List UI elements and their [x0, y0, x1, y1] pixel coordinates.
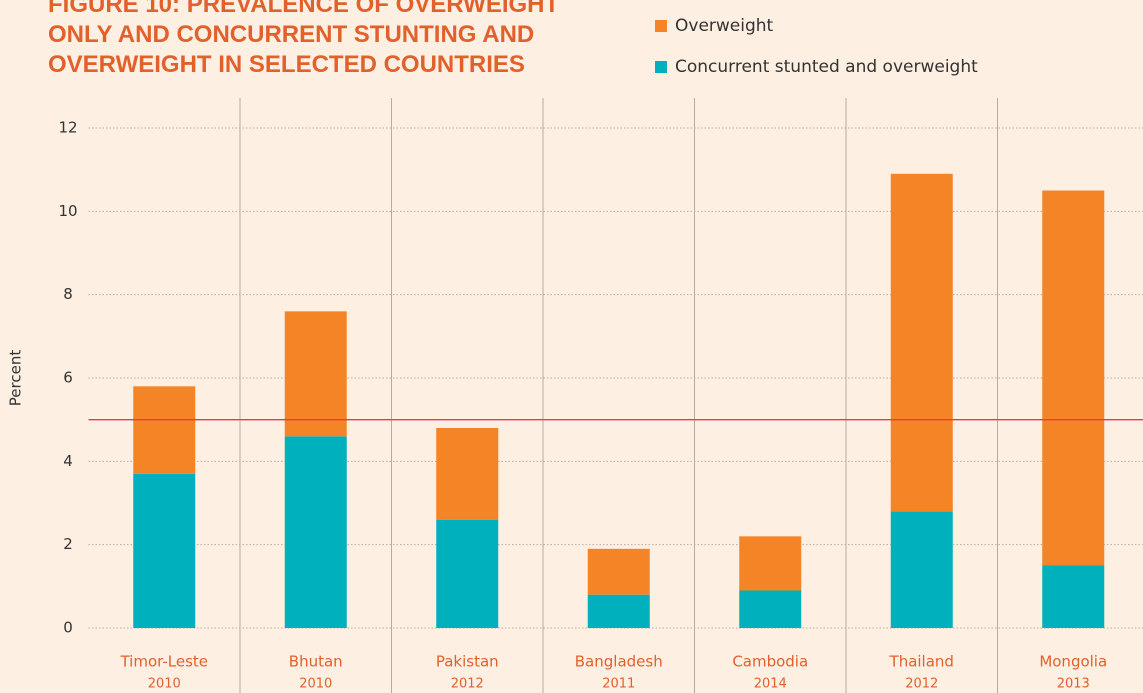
bar-segment — [587, 548, 650, 595]
y-tick-label: 0 — [63, 619, 73, 637]
x-tick-label: Bhutan — [289, 653, 343, 671]
y-tick-label: 4 — [63, 452, 73, 470]
legend-swatch — [655, 20, 667, 32]
bar-segment — [1042, 565, 1105, 628]
y-tick-label: 8 — [63, 285, 73, 303]
bar-segment — [436, 428, 499, 520]
bar-segment — [739, 536, 802, 591]
y-axis-label: Percent — [7, 350, 25, 407]
x-tick-sublabel: 2011 — [602, 677, 635, 692]
y-tick-label: 12 — [58, 119, 77, 137]
x-tick-label: Timor-Leste — [119, 653, 208, 671]
y-tick-label: 10 — [58, 202, 77, 220]
legend-label: Concurrent stunted and overweight — [675, 57, 978, 77]
bar-segment — [890, 173, 953, 512]
bar-segment — [284, 311, 347, 437]
x-tick-label: Cambodia — [732, 653, 808, 671]
x-tick-sublabel: 2013 — [1057, 677, 1090, 692]
y-tick-label: 6 — [63, 369, 73, 387]
bar-segment — [587, 594, 650, 628]
legend-swatch — [655, 61, 667, 73]
x-tick-label: Thailand — [889, 653, 954, 671]
chart-title: OVERWEIGHT IN SELECTED COUNTRIES — [48, 51, 525, 78]
x-tick-sublabel: 2010 — [148, 677, 181, 692]
x-tick-sublabel: 2012 — [905, 677, 938, 692]
x-tick-label: Pakistan — [436, 653, 499, 671]
bar-segment — [1042, 190, 1105, 566]
x-tick-sublabel: 2014 — [754, 677, 787, 692]
bar-segment — [890, 511, 953, 628]
x-tick-sublabel: 2012 — [451, 677, 484, 692]
bar-segment — [739, 590, 802, 628]
x-tick-label: Bangladesh — [575, 653, 663, 671]
chart-title: ONLY AND CONCURRENT STUNTING AND — [48, 21, 534, 48]
x-tick-sublabel: 2010 — [299, 677, 332, 692]
legend-label: Overweight — [675, 16, 774, 36]
x-tick-label: Mongolia — [1039, 653, 1107, 671]
bar-segment — [133, 473, 196, 628]
bar-segment — [133, 386, 196, 474]
bar-segment — [284, 436, 347, 628]
bar-segment — [436, 519, 499, 628]
chart-title: FIGURE 10: PREVALENCE OF OVERWEIGHT — [48, 0, 560, 18]
y-tick-label: 2 — [63, 535, 73, 553]
